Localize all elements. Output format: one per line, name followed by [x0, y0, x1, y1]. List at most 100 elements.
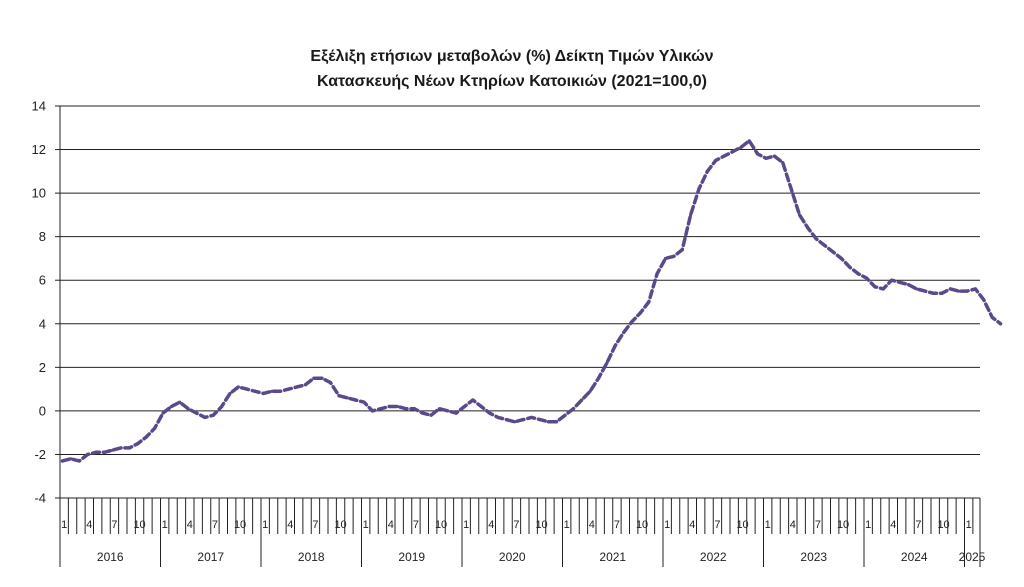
month-label: 10 [334, 519, 346, 531]
data-point [890, 278, 894, 282]
data-point [337, 394, 341, 398]
data-point [529, 415, 534, 420]
month-label: 10 [435, 519, 447, 531]
data-point [194, 411, 199, 415]
data-point [839, 256, 843, 261]
chart-title-line-2: Κατασκευής Νέων Κτηρίων Κατοικιών (2021=… [317, 73, 707, 90]
data-point [77, 459, 81, 463]
month-label: 10 [937, 519, 949, 531]
data-point [739, 145, 743, 149]
data-point [797, 213, 802, 217]
x-axis: 1 4 7 10 2016 1 4 7 10 2017 1 4 7 10 2018 1 4 7 10 2019 1 4 7 1… [59, 498, 986, 567]
data-point [655, 272, 659, 276]
data-point [421, 411, 425, 415]
data-point [647, 300, 651, 304]
y-axis: -4 -2 0 2 4 6 8 10 12 14 [32, 99, 61, 506]
data-point [747, 139, 751, 143]
year-label: 2019 [398, 550, 425, 564]
y-tick-label: 6 [39, 273, 46, 288]
month-label: 1 [162, 519, 168, 531]
year-label: 2020 [499, 550, 526, 564]
data-point [60, 459, 65, 463]
month-label: 10 [234, 519, 246, 531]
data-point [931, 291, 936, 295]
data-point [245, 387, 249, 391]
data-point [814, 237, 818, 241]
month-label: 4 [287, 519, 293, 531]
data-point [898, 280, 902, 284]
month-label: 4 [589, 519, 595, 531]
data-point [957, 289, 961, 293]
month-label: 10 [736, 519, 748, 531]
y-tick-label: -4 [34, 491, 46, 506]
data-point [873, 285, 877, 289]
data-point [136, 441, 140, 446]
y-tick-label: 12 [32, 142, 46, 157]
data-point [94, 450, 98, 454]
data-point [471, 398, 475, 402]
data-point [178, 400, 182, 404]
month-label: 10 [837, 519, 849, 531]
data-point [328, 380, 333, 385]
data-point [446, 409, 450, 413]
series-line [60, 139, 1003, 463]
month-label: 7 [815, 519, 821, 531]
data-point [379, 407, 383, 411]
data-point [153, 426, 157, 430]
data-point [588, 389, 592, 393]
data-point [580, 398, 584, 402]
data-point [395, 404, 400, 409]
month-label: 4 [388, 519, 394, 531]
data-point [823, 243, 827, 247]
chart-title-line-1: Εξέλιξη ετήσιων μεταβολών (%) Δείκτη Τιμ… [310, 48, 714, 65]
data-point [756, 152, 760, 156]
data-point [781, 161, 785, 165]
data-point [169, 404, 173, 409]
data-point [354, 398, 358, 402]
data-point [320, 376, 324, 380]
data-point [848, 265, 852, 269]
data-point [697, 187, 701, 191]
data-point [923, 289, 927, 293]
data-point [990, 315, 994, 319]
data-point [663, 256, 668, 261]
month-label: 1 [865, 519, 871, 531]
month-label: 1 [664, 519, 670, 531]
data-point [864, 276, 869, 280]
data-point [362, 400, 366, 404]
series-path [60, 139, 1003, 463]
data-point [161, 411, 165, 415]
data-point [429, 413, 433, 417]
month-label: 1 [966, 519, 972, 531]
month-label: 10 [133, 519, 145, 531]
data-point [555, 420, 559, 424]
data-point [948, 287, 952, 291]
gridlines [60, 105, 980, 499]
data-point [144, 435, 148, 439]
month-label: 7 [413, 519, 419, 531]
data-point [253, 389, 257, 393]
month-label: 4 [187, 519, 193, 531]
month-label: 7 [714, 519, 720, 531]
data-point [312, 376, 316, 380]
data-point [412, 407, 416, 411]
data-point [111, 448, 115, 452]
y-tick-label: 2 [39, 360, 46, 375]
year-label: 2021 [599, 550, 626, 564]
data-point [86, 452, 90, 457]
data-point [772, 154, 776, 158]
month-label: 7 [312, 519, 318, 531]
data-point [605, 361, 609, 365]
data-point [680, 248, 684, 252]
data-point [672, 254, 676, 258]
data-point [270, 389, 274, 393]
y-tick-label: 8 [39, 229, 46, 244]
data-point [538, 418, 542, 422]
data-point [404, 407, 408, 411]
year-label: 2018 [298, 550, 325, 564]
data-point [906, 282, 910, 287]
month-label: 4 [86, 519, 92, 531]
data-point [186, 407, 190, 411]
month-label: 10 [636, 519, 648, 531]
month-label: 1 [564, 519, 570, 531]
